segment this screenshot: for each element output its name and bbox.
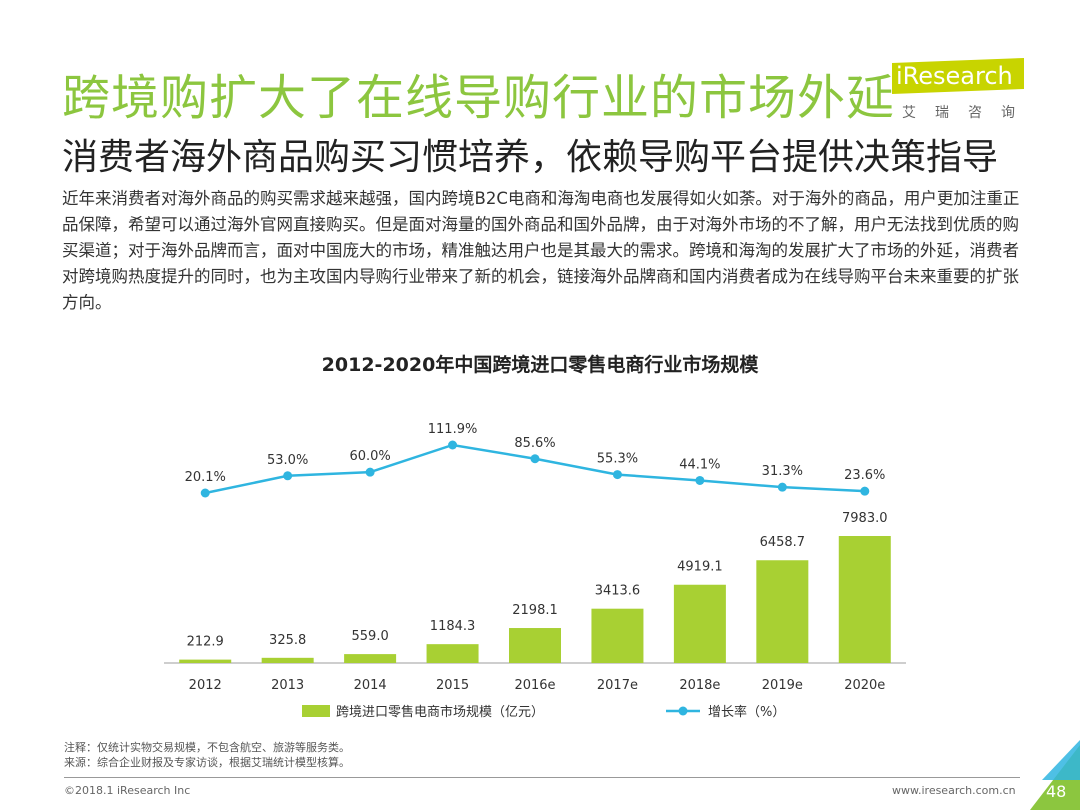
bar-value-label: 559.0 <box>352 629 389 644</box>
page-number: 48 <box>1046 782 1067 801</box>
legend-bar-swatch <box>302 705 330 717</box>
corner-accent <box>1042 740 1080 780</box>
bar-value-label: 4919.1 <box>677 560 723 575</box>
growth-rate-label: 55.3% <box>597 452 638 467</box>
growth-rate-point <box>283 471 293 481</box>
logo-text: iResearch <box>896 62 1013 90</box>
page-subtitle: 消费者海外商品购买习惯培养，依赖导购平台提供决策指导 <box>62 137 999 178</box>
bar <box>426 644 479 663</box>
market-size-chart: 212.9 2012 325.8 2013 559.0 2014 1184.3 2015 219… <box>164 422 906 720</box>
growth-rate-label: 20.1% <box>185 470 226 485</box>
footnotes: 注释：仅统计实物交易规模，不包含航空、旅游等服务类。 来源：综合企业财报及专家访… <box>64 740 350 770</box>
bar <box>261 657 314 663</box>
growth-rate-point <box>530 454 540 464</box>
bar-value-label: 325.8 <box>269 633 306 648</box>
growth-rate-label: 111.9% <box>428 422 478 437</box>
footnote-note: 注释：仅统计实物交易规模，不包含航空、旅游等服务类。 <box>64 741 350 754</box>
bar-value-label: 6458.7 <box>760 535 806 550</box>
growth-rate-point <box>612 470 622 480</box>
footer-divider <box>64 777 1020 778</box>
growth-rate-label: 60.0% <box>349 449 390 464</box>
logo-subtext: 艾瑞咨询 <box>902 105 1034 121</box>
legend-bar-label: 跨境进口零售电商市场规模（亿元） <box>336 704 544 720</box>
page-title: 跨境购扩大了在线导购行业的市场外延 <box>62 70 896 126</box>
bar <box>179 659 232 663</box>
growth-rate-point <box>860 486 870 496</box>
x-tick-label: 2020e <box>844 678 885 693</box>
bar-value-label: 3413.6 <box>595 584 641 599</box>
logo-banner <box>892 58 1024 94</box>
copyright-text: ©2018.1 iResearch Inc <box>64 784 191 797</box>
x-tick-label: 2018e <box>679 678 720 693</box>
growth-rate-point <box>200 488 210 498</box>
bar <box>591 608 644 663</box>
growth-rate-point <box>365 467 375 477</box>
body-paragraph: 近年来消费者对海外商品的购买需求越来越强，国内跨境B2C电商和海淘电商也发展得如… <box>62 189 1020 312</box>
bar-value-label: 2198.1 <box>512 603 558 618</box>
x-tick-label: 2016e <box>514 678 555 693</box>
chart-title: 2012-2020年中国跨境进口零售电商行业市场规模 <box>321 354 759 376</box>
legend-line-label: 增长率（%） <box>708 704 785 720</box>
growth-rate-label: 53.0% <box>267 453 308 468</box>
growth-rate-label: 31.3% <box>762 464 803 479</box>
growth-rate-label: 23.6% <box>844 468 885 483</box>
bar <box>756 560 809 663</box>
bar <box>838 536 891 663</box>
x-tick-label: 2013 <box>271 678 304 693</box>
bar-value-label: 7983.0 <box>842 511 888 526</box>
x-tick-label: 2017e <box>597 678 638 693</box>
growth-rate-label: 85.6% <box>514 436 555 451</box>
x-tick-label: 2019e <box>762 678 803 693</box>
bar-value-label: 212.9 <box>187 635 224 650</box>
growth-rate-point <box>777 482 787 492</box>
bar <box>344 654 397 663</box>
iresearch-logo: iResearch 艾瑞咨询 <box>892 58 1032 128</box>
growth-rate-label: 44.1% <box>679 457 720 472</box>
x-tick-label: 2012 <box>189 678 222 693</box>
bar-value-label: 1184.3 <box>430 619 476 634</box>
x-tick-label: 2014 <box>354 678 387 693</box>
x-tick-label: 2015 <box>436 678 469 693</box>
legend-line-marker <box>678 706 688 716</box>
bar <box>509 628 561 663</box>
website-text: www.iresearch.com.cn <box>892 784 1016 797</box>
bar <box>673 584 726 663</box>
footnote-source: 来源：综合企业财报及专家访谈，根据艾瑞统计模型核算。 <box>64 756 350 769</box>
growth-rate-point <box>448 440 458 450</box>
growth-rate-point <box>695 475 705 485</box>
